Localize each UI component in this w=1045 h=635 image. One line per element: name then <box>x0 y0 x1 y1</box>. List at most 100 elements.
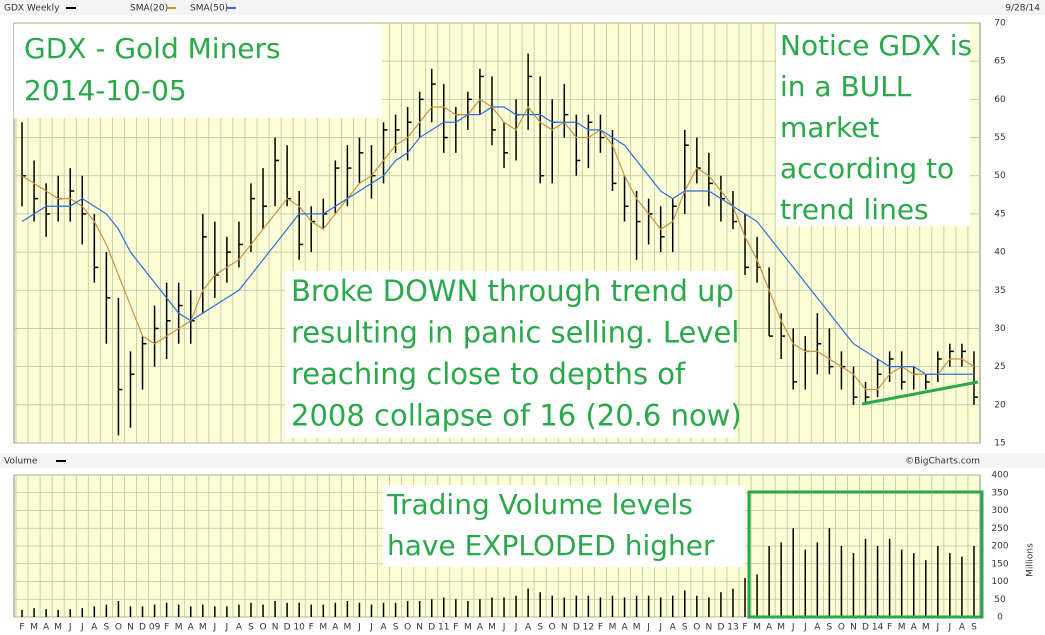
annotation-text: in a BULL <box>780 70 912 103</box>
x-tick-label: A <box>911 623 918 633</box>
x-tick-label: 13 <box>727 623 738 633</box>
annotation-text: trend lines <box>780 193 929 226</box>
x-tick-label: 09 <box>149 623 161 633</box>
x-tick-label: M <box>609 623 617 633</box>
x-tick-label: A <box>380 623 387 633</box>
x-tick-label: 11 <box>438 623 449 633</box>
x-tick-label: M <box>343 623 351 633</box>
x-tick-label: A <box>332 623 339 633</box>
y-tick-label: 25 <box>994 362 1005 372</box>
volume-tick-label: 50 <box>994 595 1006 605</box>
x-tick-label: J <box>948 623 952 633</box>
volume-tick-label: 250 <box>991 524 1008 534</box>
x-tick-label: J <box>803 623 807 633</box>
y-tick-label: 30 <box>994 324 1006 334</box>
x-tick-label: S <box>827 623 833 633</box>
annotation-text: reaching close to depths of <box>291 357 686 391</box>
x-tick-label: A <box>525 623 532 633</box>
x-tick-label: D <box>862 623 869 633</box>
x-tick-label: J <box>502 623 506 633</box>
x-tick-label: F <box>309 623 314 633</box>
sma-line <box>21 98 975 391</box>
x-tick-label: S <box>104 623 110 633</box>
x-tick-label: 10 <box>293 623 305 633</box>
x-tick-label: J <box>80 623 84 633</box>
x-tick-label: F <box>742 623 747 633</box>
x-tick-label: F <box>887 623 892 633</box>
y-tick-label: 70 <box>994 19 1006 29</box>
annotation-box <box>285 271 735 438</box>
annotation-text: Trading Volume levels <box>386 488 693 521</box>
x-tick-label: M <box>319 623 327 633</box>
y-tick-label: 50 <box>994 171 1006 181</box>
x-tick-label: A <box>477 623 484 633</box>
volume-tick-label: 400 <box>991 471 1008 481</box>
y-tick-label: 35 <box>994 286 1005 296</box>
x-tick-label: D <box>139 623 146 633</box>
x-tick-label: A <box>814 623 821 633</box>
legend-label: SMA(50) <box>190 4 228 14</box>
annotation-text: resulting in panic selling. Level <box>291 316 739 350</box>
trend-line <box>861 380 979 406</box>
annotation-text: have EXPLODED higher <box>387 529 715 562</box>
x-tick-label: A <box>621 623 628 633</box>
volume-tick-label: 350 <box>991 488 1008 498</box>
x-tick-label: N <box>850 623 857 633</box>
x-tick-label: M <box>922 623 930 633</box>
annotation-text: 2008 collapse of 16 (20.6 now) <box>291 399 742 433</box>
volume-tick-label: 200 <box>991 542 1008 552</box>
chart-title: GDX Weekly <box>4 4 60 14</box>
annotation-text: GDX - Gold Miners <box>24 32 281 65</box>
x-tick-label: D <box>428 623 435 633</box>
x-tick-label: D <box>717 623 724 633</box>
x-tick-label: 12 <box>583 623 594 633</box>
x-tick-label: 14 <box>872 623 884 633</box>
x-tick-label: A <box>91 623 98 633</box>
x-tick-label: N <box>706 623 713 633</box>
x-tick-label: M <box>464 623 472 633</box>
annotation-text: Notice GDX is <box>780 29 972 62</box>
x-tick-label: F <box>453 623 458 633</box>
x-tick-label: J <box>369 623 373 633</box>
annotation-box <box>776 24 970 226</box>
x-tick-label: N <box>127 623 134 633</box>
x-tick-label: O <box>259 623 266 633</box>
legend-label: SMA(20) <box>130 4 168 14</box>
x-tick-label: J <box>225 623 229 633</box>
x-tick-label: S <box>682 623 688 633</box>
x-tick-label: A <box>43 623 50 633</box>
volume-unit: Millions <box>1026 543 1036 577</box>
x-tick-label: J <box>791 623 795 633</box>
x-tick-label: M <box>488 623 496 633</box>
x-tick-label: O <box>838 623 845 633</box>
x-tick-label: O <box>115 623 122 633</box>
x-tick-label: S <box>393 623 399 633</box>
x-tick-label: M <box>898 623 906 633</box>
chart-date: 9/28/14 <box>1005 4 1040 14</box>
volume-tick-label: 100 <box>991 577 1008 587</box>
x-tick-label: S <box>248 623 254 633</box>
x-tick-label: M <box>30 623 38 633</box>
y-tick-label: 55 <box>994 133 1005 143</box>
volume-tick-label: 0 <box>997 613 1003 623</box>
x-tick-label: M <box>777 623 785 633</box>
x-tick-label: O <box>693 623 700 633</box>
x-tick-label: A <box>766 623 773 633</box>
x-tick-label: M <box>633 623 641 633</box>
x-tick-label: F <box>164 623 169 633</box>
x-tick-label: A <box>670 623 677 633</box>
y-tick-label: 65 <box>994 57 1005 67</box>
volume-label: Volume <box>4 457 38 467</box>
x-tick-label: O <box>549 623 556 633</box>
volume-highlight <box>747 490 984 619</box>
annotation-text: 2014-10-05 <box>24 74 187 107</box>
annotation-text: Broke DOWN through trend up <box>291 274 734 308</box>
x-tick-label: J <box>514 623 518 633</box>
x-tick-label: O <box>404 623 411 633</box>
x-tick-label: F <box>598 623 603 633</box>
y-tick-label: 15 <box>994 439 1005 449</box>
volume-tick-label: 300 <box>991 506 1008 516</box>
volume-tick-label: 150 <box>991 559 1008 569</box>
y-tick-label: 60 <box>994 95 1006 105</box>
